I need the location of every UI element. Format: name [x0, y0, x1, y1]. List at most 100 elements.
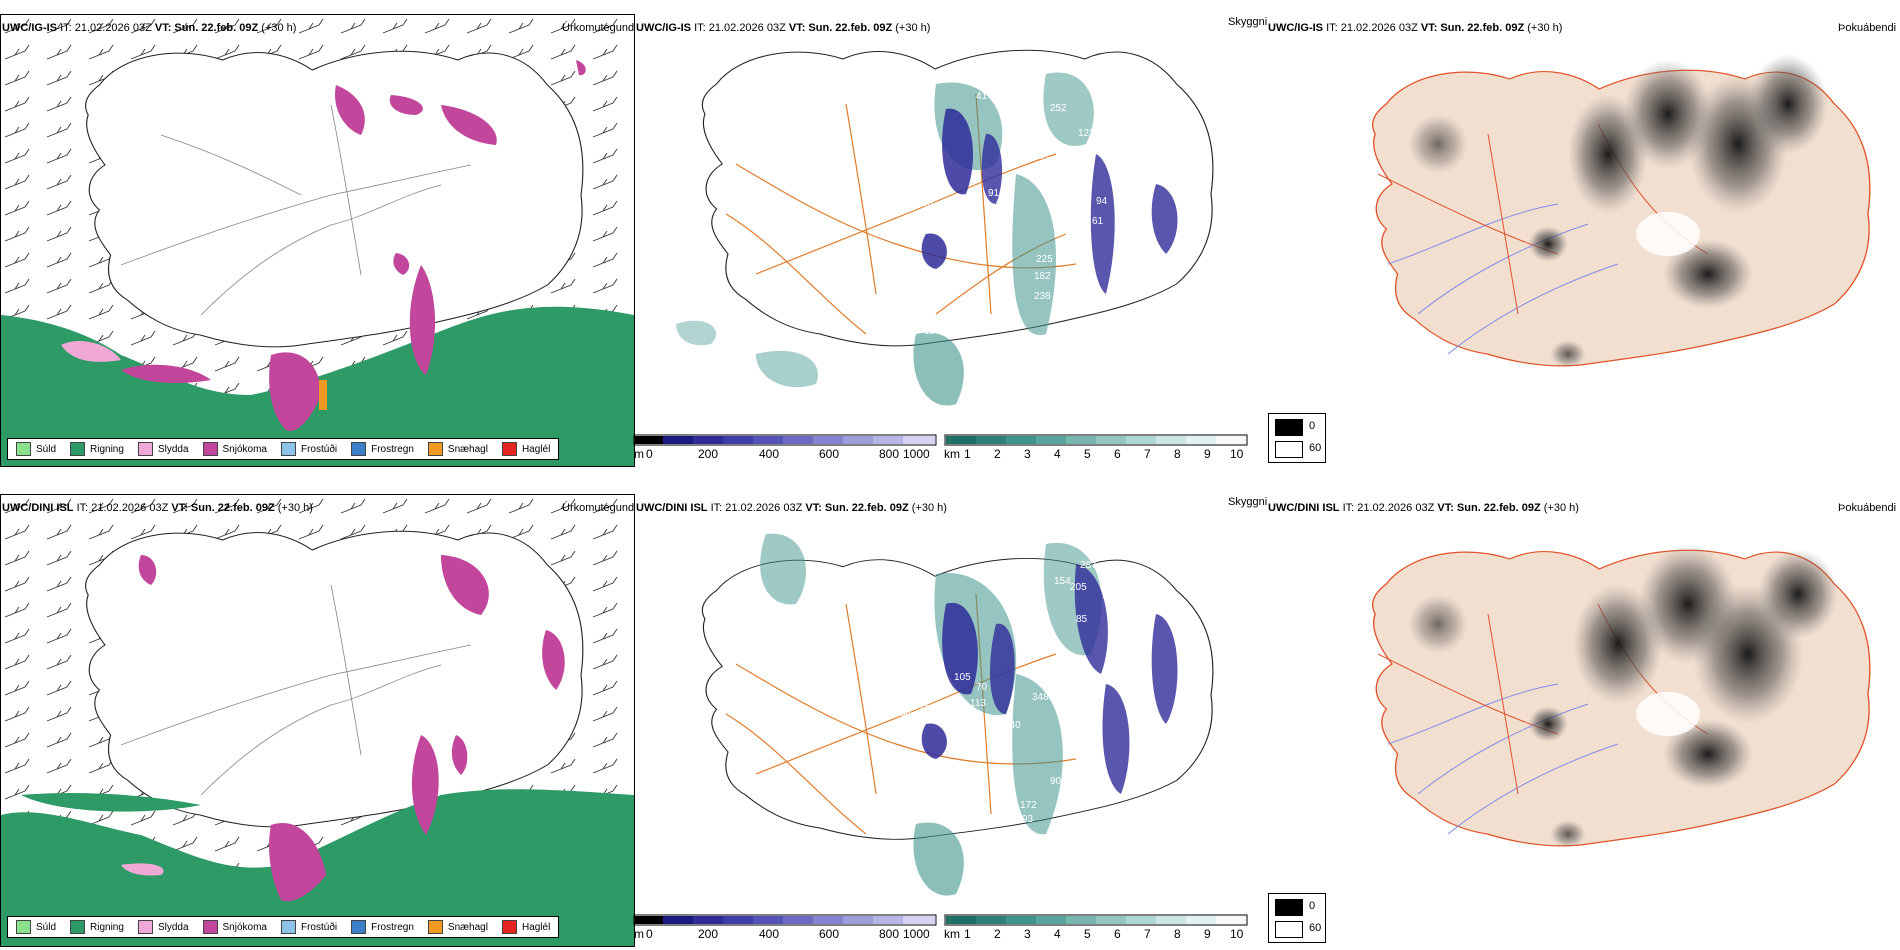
cloud-base-value: 287: [1080, 560, 1097, 571]
panel-visibility-top: 70 75 91 101 102 131 125 122 41 252 19 123 100 78 88 84…: [636, 14, 1266, 454]
cloud-base-value: 67: [1082, 740, 1094, 751]
panel-title: Þokuábendi: [1838, 22, 1897, 34]
cloud-base-value: 123: [1078, 128, 1095, 139]
legend-item: Snæhagl: [427, 920, 488, 934]
cloud-base-value: 99: [1080, 228, 1092, 239]
cloud-base-value: 102: [854, 134, 871, 145]
cloud-base-value: 252: [1050, 103, 1067, 114]
legend-item: Haglél: [501, 442, 550, 456]
cloud-base-value: 84: [900, 708, 912, 719]
cloud-base-value: 61: [1092, 216, 1104, 227]
precip-type-legend: Súld Rigning Slydda Snjókoma Frostúði Fr…: [7, 916, 560, 938]
cloud-base-value: 75: [831, 110, 843, 121]
cloud-base-value: 12: [1000, 218, 1012, 229]
legend-item: Rigning: [70, 442, 124, 456]
cloud-base-value: 122: [846, 88, 863, 99]
panel-title: Skyggni: [1228, 16, 1268, 28]
cloud-base-value: 225: [1036, 254, 1053, 265]
cloud-base-value: 91: [822, 144, 834, 155]
panel-title: Þokuábendi: [1838, 502, 1897, 514]
legend-item: Snæhagl: [427, 442, 488, 456]
legend-item: Slydda: [137, 442, 189, 456]
legend-item: Frostregn: [351, 442, 414, 456]
cloud-base-value: 78: [1036, 178, 1048, 189]
scalebars-bottom: [633, 914, 1248, 926]
precip-type-map: [1, 495, 634, 946]
cloud-base-value: 41: [976, 91, 988, 102]
cloud-base-value: 140: [1004, 720, 1021, 731]
legend-item: Snjókoma: [202, 920, 267, 934]
legend-item: Súld: [16, 920, 56, 934]
cloud-base-value: 297: [908, 778, 925, 789]
cloud-base-value: 85: [1076, 614, 1088, 625]
panel-header: UWC/IG-IS IT: 21.02.2026 03Z VT: Sun. 22…: [636, 22, 931, 34]
cloud-base-value: 182: [1034, 271, 1051, 282]
cloud-base-value: 77: [918, 704, 930, 715]
cloud-base-value: 62: [1114, 636, 1126, 647]
cloud-base-value: 106: [1118, 676, 1135, 687]
fog-map: [1371, 544, 1871, 848]
panel-header: UWC/DINI ISL IT: 21.02.2026 03Z VT: Sun.…: [636, 502, 947, 514]
fog-legend: 0 60: [1268, 893, 1326, 943]
cloud-base-value: 70: [976, 682, 988, 693]
cloud-base-value: 172: [1020, 800, 1037, 811]
panel-title: Skyggni: [1228, 496, 1268, 508]
cloud-base-value: 94: [1096, 196, 1108, 207]
cloud-base-value: 112: [1102, 590, 1118, 601]
cloud-base-value: 155: [1066, 762, 1083, 773]
panel-precip-type-bottom: Súld Rigning Slydda Snjókoma Frostúði Fr…: [0, 494, 635, 947]
fog-map: [1371, 54, 1871, 368]
cloud-base-value: 154: [1054, 576, 1071, 587]
panel-header: UWC/DINI ISL IT: 21.02.2026 03Z VT: Sun.…: [1268, 502, 1579, 514]
panel-header: UWC/IG-IS IT: 21.02.2026 03Z VT: Sun. 22…: [1268, 22, 1563, 34]
cloud-base-value: 402: [916, 312, 933, 323]
precip-type-legend: Súld Rigning Slydda Snjókoma Frostúði Fr…: [7, 438, 560, 460]
panel-header: UWC/IG-IS IT: 21.02.2026 03Z VT: Sun. 22…: [2, 22, 297, 34]
cloud-base-value: 19: [1114, 106, 1126, 117]
legend-item: Haglél: [501, 920, 550, 934]
cloud-base-value: 197: [924, 326, 941, 337]
precip-type-map: [1, 15, 634, 466]
cloud-base-value: 88: [922, 198, 934, 209]
panel-header: UWC/DINI ISL IT: 21.02.2026 03Z VT: Sun.…: [2, 502, 313, 514]
cloud-base-value: 99: [924, 626, 936, 637]
panel-title: Úrkomutegund: [562, 502, 635, 514]
panel-title: Úrkomutegund: [562, 22, 635, 34]
scalebars-top: [633, 434, 1248, 446]
cloud-base-value: 182: [1062, 706, 1079, 717]
panel-fog-top: [1268, 14, 1900, 414]
legend-item: Snjókoma: [202, 442, 267, 456]
cloud-base-value: 93: [1022, 814, 1034, 825]
cloud-base-value: 78: [1118, 650, 1130, 661]
legend-item: Frostúði: [280, 442, 337, 456]
panel-visibility-bottom: 287 154 205 112 85 99 153 105 70 113 348 140 182 73 67…: [636, 494, 1266, 914]
cloud-base-value: 70: [814, 121, 826, 132]
cloud-base-value: 90: [1050, 776, 1062, 787]
legend-item: Rigning: [70, 920, 124, 934]
cloud-base-value: 238: [1034, 291, 1051, 302]
cloud-base-value: 125: [868, 156, 885, 167]
legend-item: Frostregn: [351, 920, 414, 934]
cloud-base-value: 100: [1040, 156, 1057, 167]
fog-legend: 0 60: [1268, 413, 1326, 463]
cloud-base-value: 205: [1070, 582, 1087, 593]
cloud-base-value: 338: [918, 796, 935, 807]
legend-item: Slydda: [137, 920, 189, 934]
legend-item: Súld: [16, 442, 56, 456]
panel-fog-bottom: [1268, 494, 1900, 894]
cloud-base-value: 348: [1032, 692, 1049, 703]
legend-item: Frostúði: [280, 920, 337, 934]
cloud-base-value: 101: [858, 141, 875, 152]
cloud-base-value: 113: [970, 698, 986, 709]
cloud-base-value: 84: [936, 184, 948, 195]
cloud-base-value: 91: [988, 188, 1000, 199]
cloud-base-value: 153: [908, 654, 925, 665]
panel-precip-type-top: Súld Rigning Slydda Snjókoma Frostúði Fr…: [0, 14, 635, 467]
cloud-base-value: 131: [868, 136, 885, 147]
cloud-base-value: 105: [954, 672, 971, 683]
cloud-base-value: 73: [1066, 732, 1078, 743]
